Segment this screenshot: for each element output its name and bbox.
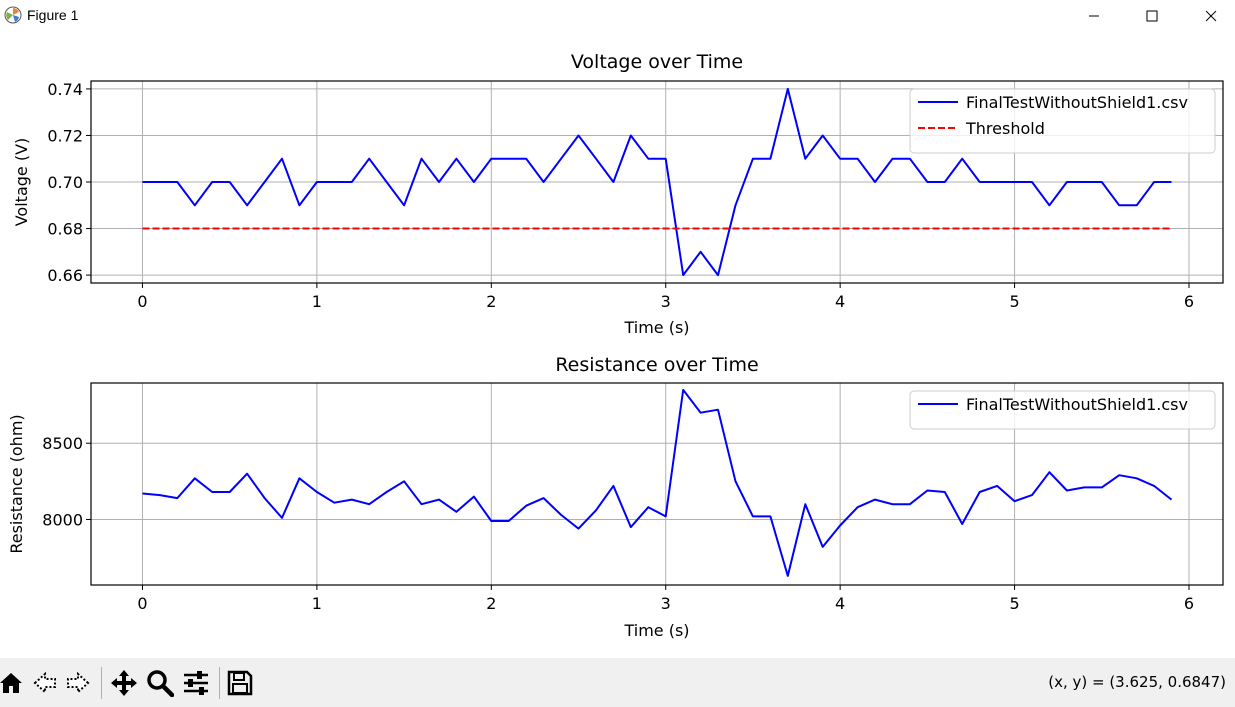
back-button[interactable] — [29, 667, 61, 699]
subplot-1: 0 1 2 3 4 5 6 0.66 0.68 0.70 0.72 0.74 Voltage over … — [12, 51, 1224, 337]
series-line — [142, 388, 1173, 577]
minimize-icon — [1089, 15, 1099, 17]
back-icon — [33, 671, 56, 695]
configure-subplots-icon — [184, 671, 208, 695]
cursor-coordinates: (x, y) = (3.625, 0.6847) — [1048, 673, 1226, 691]
x-tick-label: 1 — [312, 594, 322, 613]
figure-canvas[interactable]: 0 1 2 3 4 5 6 0.66 0.68 0.70 0.72 0.74 Voltage over … — [0, 32, 1235, 658]
window-title: Figure 1 — [27, 7, 79, 23]
x-tick-label: 2 — [486, 292, 496, 311]
configure-subplots-button[interactable] — [180, 667, 212, 699]
save-icon — [227, 670, 253, 696]
matplotlib-icon — [4, 6, 22, 24]
y-tick-label: 0.66 — [47, 266, 83, 285]
close-button[interactable] — [1188, 0, 1234, 32]
zoom-button[interactable] — [144, 667, 176, 699]
save-button[interactable] — [224, 667, 256, 699]
y-tick-label: 0.70 — [47, 173, 83, 192]
zoom-icon — [147, 670, 174, 697]
legend-box — [909, 88, 1216, 154]
y-tick-label: 0.74 — [47, 80, 83, 99]
x-tick-label: 4 — [835, 292, 845, 311]
figure-svg: 0 1 2 3 4 5 6 0.66 0.68 0.70 0.72 0.74 Voltage over … — [7, 51, 1224, 640]
subplot-2: 0 1 2 3 4 5 6 8000 8500 Resistance over Time Time … — [7, 354, 1224, 640]
x-tick-label: 3 — [661, 594, 671, 613]
x-axis-label: Time (s) — [623, 318, 689, 337]
legend: FinalTestWithoutShield1.csv Threshold — [909, 88, 1216, 154]
x-tick-label: 0 — [137, 292, 147, 311]
toolbar-separator — [219, 667, 220, 699]
toolbar-separator — [101, 667, 102, 699]
legend-label: Threshold — [965, 119, 1045, 138]
x-tick-label: 0 — [137, 594, 147, 613]
maximize-icon — [1146, 10, 1158, 22]
legend-label: FinalTestWithoutShield1.csv — [966, 93, 1188, 112]
y-tick-label: 0.68 — [47, 220, 83, 239]
x-axis-label: Time (s) — [623, 621, 689, 640]
legend-box — [909, 390, 1216, 430]
axes-frame — [90, 382, 1224, 586]
x-tick-label: 6 — [1184, 594, 1194, 613]
navigation-toolbar: (x, y) = (3.625, 0.6847) — [0, 658, 1235, 707]
x-tick-label: 6 — [1184, 292, 1194, 311]
chart-title: Resistance over Time — [555, 354, 758, 376]
series-line — [142, 87, 1172, 277]
legend-label: FinalTestWithoutShield1.csv — [966, 395, 1188, 414]
close-icon — [1205, 10, 1217, 22]
forward-button[interactable] — [62, 667, 94, 699]
y-tick-label: 8500 — [42, 434, 83, 453]
pan-button[interactable] — [108, 667, 140, 699]
maximize-button[interactable] — [1129, 0, 1175, 32]
y-axis-label: Voltage (V) — [12, 138, 31, 227]
home-icon — [0, 673, 22, 693]
chart-title: Voltage over Time — [571, 51, 743, 73]
pan-icon — [111, 670, 137, 696]
window-titlebar: Figure 1 — [0, 0, 1235, 32]
minimize-button[interactable] — [1071, 0, 1117, 32]
forward-icon — [67, 671, 90, 695]
x-tick-label: 2 — [486, 594, 496, 613]
x-tick-label: 1 — [312, 292, 322, 311]
x-tick-label: 4 — [835, 594, 845, 613]
x-tick-label: 5 — [1009, 292, 1019, 311]
x-tick-label: 3 — [661, 292, 671, 311]
x-tick-label: 5 — [1009, 594, 1019, 613]
y-tick-label: 8000 — [42, 510, 83, 529]
y-tick-label: 0.72 — [47, 126, 83, 145]
y-axis-label: Resistance (ohm) — [7, 414, 26, 553]
home-button[interactable] — [0, 667, 27, 699]
legend: FinalTestWithoutShield1.csv — [909, 390, 1216, 430]
